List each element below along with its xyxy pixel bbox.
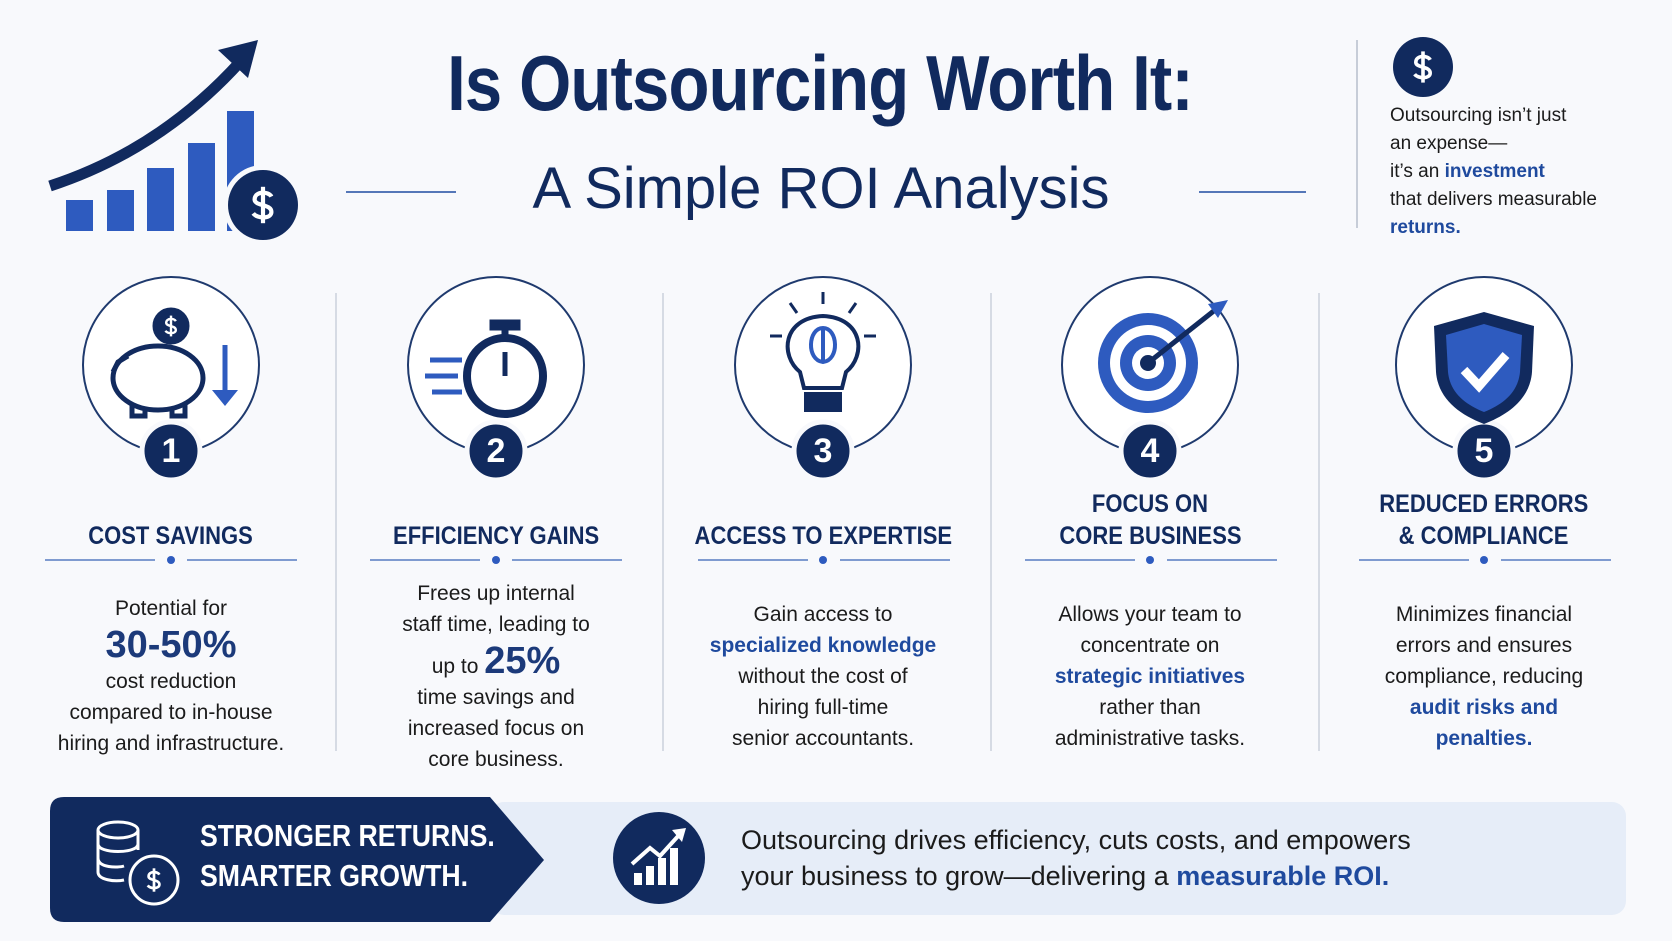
- text-line: up to 25%: [432, 640, 561, 682]
- bulb-icon: [770, 292, 876, 412]
- text-line: specialized knowledge: [710, 630, 936, 661]
- text-line: strategic initiatives: [1055, 661, 1245, 692]
- text-line: compliance, reducing: [1384, 664, 1584, 688]
- text-line: returns.: [1390, 214, 1597, 242]
- stopwatch-icon: [425, 319, 547, 418]
- emphasis: investment: [1444, 161, 1545, 182]
- text-line: Potential for: [114, 597, 228, 620]
- title-line: EFFICIENCY GAINS: [392, 522, 600, 550]
- tagline: SMARTER GROWTH.: [200, 858, 469, 893]
- text-line: concentrate on: [1080, 633, 1220, 657]
- emphasis: measurable ROI.: [1176, 861, 1390, 891]
- text-line: without the cost of: [738, 664, 908, 688]
- sidebar-text: Outsourcing isn’t just an expense— it’s an…: [1390, 102, 1597, 242]
- title-line: COST SAVINGS: [88, 522, 254, 550]
- text-line: core business.: [428, 747, 564, 771]
- emphasis: returns.: [1390, 217, 1461, 238]
- text-line: 30-50%: [106, 624, 237, 666]
- emphasis: 25%: [484, 639, 561, 682]
- shield-icon: [1434, 312, 1534, 424]
- text-line: administrative tasks.: [1054, 726, 1246, 750]
- coins-icon: [96, 820, 180, 906]
- badge-number: 1: [161, 432, 181, 470]
- text-line: Gain access to: [753, 602, 893, 626]
- card-body: Allows your team to concentrate on strateg…: [980, 580, 1320, 772]
- text-line: errors and ensures: [1395, 633, 1573, 657]
- text-line: Frees up internal: [417, 581, 575, 605]
- title: Is Outsourcing Worth It:: [447, 39, 1194, 127]
- text-line: that delivers measurable: [1390, 189, 1597, 210]
- text-line: rather than: [1099, 695, 1201, 719]
- badge-number: 5: [1474, 432, 1494, 470]
- tagline: STRONGER RETURNS.: [200, 818, 495, 853]
- text-line: penalties.: [1436, 723, 1533, 754]
- footer-text: Outsourcing drives efficiency, cuts cost…: [741, 822, 1411, 894]
- card-title: COST SAVINGS: [1, 480, 341, 552]
- text-line: your business to grow—delivering a measu…: [741, 858, 1411, 894]
- card-title: FOCUS ON CORE BUSINESS: [980, 480, 1320, 552]
- text-line: audit risks and: [1410, 692, 1558, 723]
- card-title: ACCESS TO EXPERTISE: [653, 480, 993, 552]
- badge-number: 4: [1140, 432, 1160, 470]
- badge-number: 2: [486, 432, 506, 470]
- chart-icon: [630, 828, 686, 885]
- card-body: Potential for 30-50% cost reduction compare…: [1, 580, 341, 772]
- text-line: staff time, leading to: [402, 612, 590, 636]
- text-line: Allows your team to: [1058, 602, 1242, 626]
- text: up to: [431, 654, 485, 678]
- text-line: time savings and: [417, 685, 575, 709]
- text-line: Minimizes financial: [1395, 602, 1573, 626]
- subtitle: A Simple ROI Analysis: [532, 156, 1110, 221]
- text-line: increased focus on: [407, 716, 585, 740]
- emphasis: 30-50%: [105, 624, 237, 666]
- badge-number: 3: [813, 432, 833, 470]
- title-line: REDUCED ERRORS: [1379, 490, 1589, 518]
- card-body: Frees up internal staff time, leading to u…: [326, 580, 666, 772]
- text-line: senior accountants.: [731, 726, 915, 750]
- growth-icon: [48, 40, 303, 245]
- card-title: EFFICIENCY GAINS: [326, 480, 666, 552]
- title-line: CORE BUSINESS: [1058, 522, 1242, 550]
- text-line: compared to in-house: [69, 701, 273, 724]
- emphasis: specialized knowledge: [709, 633, 937, 657]
- emphasis: penalties.: [1435, 726, 1533, 750]
- text-line: an expense—: [1390, 133, 1508, 154]
- text-line: hiring and infrastructure.: [57, 732, 285, 755]
- target-icon: [1098, 300, 1228, 413]
- card-body: Minimizes financial errors and ensures com…: [1314, 580, 1654, 772]
- text-line: it’s an investment: [1390, 158, 1597, 186]
- emphasis: audit risks and: [1409, 695, 1559, 719]
- card-body: Gain access to specialized knowledge witho…: [653, 580, 993, 772]
- card-title: REDUCED ERRORS & COMPLIANCE: [1314, 480, 1654, 552]
- text-line: cost reduction: [105, 670, 237, 693]
- title-line: ACCESS TO EXPERTISE: [694, 522, 952, 550]
- emphasis: strategic initiatives: [1054, 664, 1246, 688]
- text: it’s an: [1390, 161, 1445, 182]
- title-line: & COMPLIANCE: [1399, 522, 1569, 550]
- piggy-icon: [110, 307, 238, 419]
- text-line: Outsourcing drives efficiency, cuts cost…: [741, 825, 1411, 855]
- text: your business to grow—delivering a: [741, 861, 1177, 891]
- title-line: FOCUS ON: [1091, 490, 1209, 518]
- text-line: hiring full-time: [757, 695, 889, 719]
- text-line: Outsourcing isn’t just: [1390, 105, 1567, 126]
